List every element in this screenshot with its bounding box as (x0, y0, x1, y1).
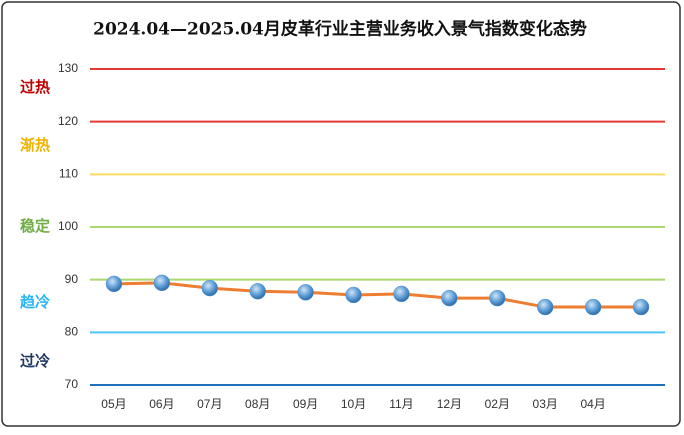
zone-label: 趋冷 (20, 293, 50, 311)
x-tick-label: 08月 (245, 397, 270, 411)
x-tick-label: 12月 (437, 397, 462, 411)
marker (153, 274, 171, 292)
x-tick-label: 10月 (341, 397, 366, 411)
x-tick-label: 05月 (101, 397, 126, 411)
y-tick-label: 100 (58, 219, 78, 233)
x-tick-label: 04月 (580, 397, 605, 411)
marker (393, 285, 410, 303)
x-tick-label: 09月 (293, 397, 318, 411)
marker (489, 289, 506, 307)
y-tick-label: 120 (58, 114, 78, 128)
y-tick-label: 70 (65, 377, 79, 391)
x-tick-label: 11月 (389, 397, 413, 411)
y-tick-label: 130 (58, 61, 78, 75)
zone-label: 过冷 (20, 352, 50, 370)
y-tick-label: 110 (59, 167, 78, 181)
zone-label: 稳定 (20, 217, 50, 235)
marker (584, 298, 602, 316)
x-tick-label: 07月 (197, 397, 222, 411)
y-tick-label: 90 (65, 272, 79, 286)
frame (1, 1, 681, 427)
y-tick-label: 80 (65, 325, 79, 339)
chart-title: 2024.04—2025.04月皮革行业主营业务收入景气指数变化态势 (93, 19, 587, 40)
x-tick-label: 02月 (485, 397, 510, 411)
marker (201, 279, 219, 297)
zone-label: 渐热 (20, 136, 50, 154)
x-tick-label: 06月 (149, 397, 174, 411)
marker (105, 275, 123, 293)
x-tick-label: 03月 (533, 397, 558, 411)
marker (345, 286, 362, 304)
marker (441, 289, 458, 307)
marker (249, 283, 266, 300)
zone-label: 过热 (20, 78, 50, 96)
marker (632, 298, 650, 316)
marker (536, 298, 554, 316)
marker (297, 284, 314, 301)
